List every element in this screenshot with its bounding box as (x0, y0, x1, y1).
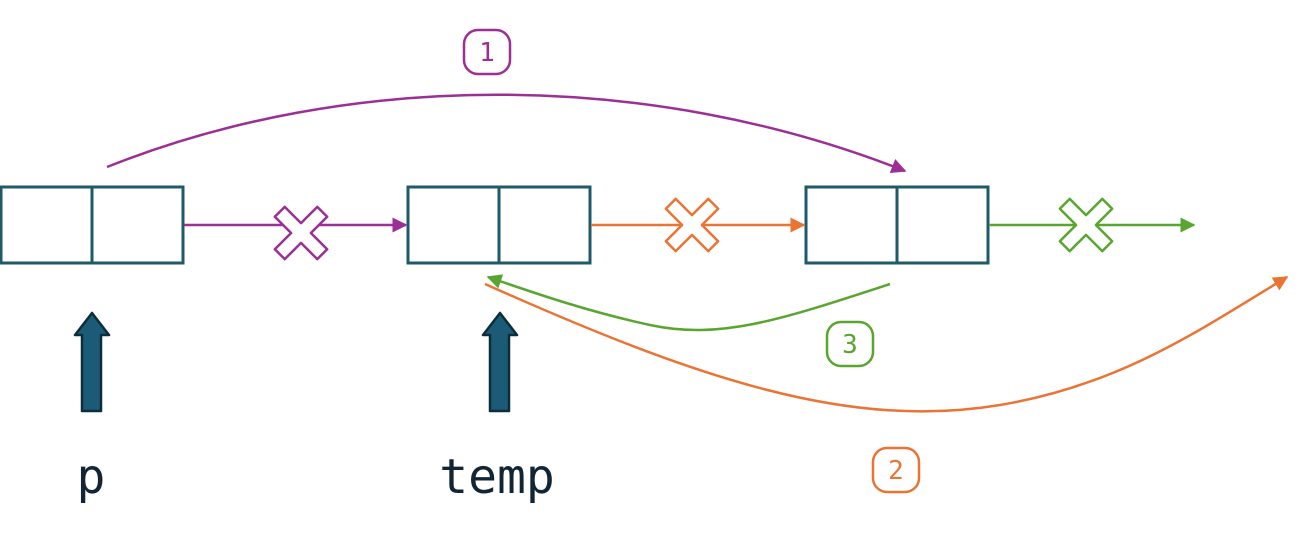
list-node-1 (0, 185, 185, 265)
step-1-arrow (106, 93, 907, 174)
step-1-badge: 1 (462, 28, 512, 76)
step-2-number: 2 (888, 456, 904, 486)
step-2-arrow (484, 275, 1289, 413)
step-3-badge: 3 (825, 320, 875, 368)
list-node-3 (804, 185, 990, 265)
cross-icon (1058, 197, 1114, 253)
cross-icon (664, 197, 720, 253)
list-node-2 (406, 185, 592, 265)
arrow-up-icon (481, 311, 519, 413)
pointer-label-temp: temp (439, 449, 555, 505)
step-2-badge: 2 (871, 446, 921, 494)
cross-icon (273, 205, 329, 261)
step-3-arrow (486, 274, 891, 332)
step-3-number: 3 (842, 330, 858, 360)
step-1-number: 1 (479, 38, 495, 68)
pointer-label-p: p (77, 449, 106, 505)
arrow-up-icon (73, 311, 111, 413)
